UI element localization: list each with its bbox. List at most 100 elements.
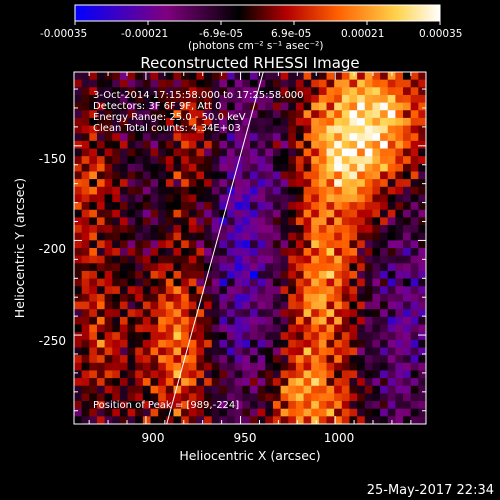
heatmap-pixel [403,94,412,104]
heatmap-pixel [150,339,159,348]
heatmap-pixel [135,72,144,81]
heatmap-pixel [74,401,83,410]
heatmap-pixel [280,225,289,234]
heatmap-pixel [387,148,396,157]
heatmap-pixel [349,416,358,424]
heatmap-pixel [303,140,312,149]
heatmap-pixel [158,117,167,126]
heatmap-pixel [403,316,412,325]
heatmap-pixel [303,309,312,318]
heatmap-pixel [280,278,289,287]
heatmap-pixel [142,248,151,257]
heatmap-pixel [318,370,327,379]
heatmap-pixel [265,117,274,126]
heatmap-pixel [211,270,220,280]
heatmap-pixel [165,393,174,402]
heatmap-pixel [165,263,174,272]
heatmap-pixel [380,309,389,318]
heatmap-pixel [349,255,358,264]
heatmap-pixel [173,94,182,104]
heatmap-pixel [280,293,289,302]
heatmap-pixel [211,286,220,295]
heatmap-pixel [211,186,220,195]
heatmap-pixel [318,225,327,234]
heatmap-pixel [188,278,197,287]
heatmap-pixel [119,87,128,96]
heatmap-pixel [74,179,83,188]
heatmap-pixel [196,232,205,241]
heatmap-pixel [311,347,320,356]
heatmap-pixel [181,370,190,379]
heatmap-pixel [89,163,98,172]
heatmap-pixel [410,255,419,264]
heatmap-pixel [311,87,320,96]
heatmap-pixel [204,217,213,226]
heatmap-pixel [119,156,128,165]
heatmap-pixel [326,370,335,379]
heatmap-pixel [219,194,228,203]
heatmap-pixel [227,362,236,371]
heatmap-pixel [211,133,220,142]
heatmap-pixel [357,301,366,310]
heatmap-pixel [96,209,106,218]
heatmap-pixel [188,309,197,318]
axis-tick-marks [74,72,426,424]
heatmap-pixel [272,194,282,203]
heatmap-pixel [204,278,213,287]
heatmap-pixel [387,355,396,364]
heatmap-pixel [181,309,190,318]
heatmap-pixel [234,87,243,96]
heatmap-pixel [173,370,182,379]
heatmap-pixel [250,416,259,424]
heatmap-pixel [219,225,228,234]
heatmap-pixel [265,232,274,241]
heatmap-pixel [219,148,228,157]
heatmap-pixel [135,87,144,96]
heatmap-pixel [265,286,274,295]
heatmap-pixel [234,370,243,379]
heatmap-pixel [204,393,213,402]
heatmap-pixel [150,248,159,257]
heatmap-pixel [127,94,136,104]
heatmap-pixel [112,270,121,280]
heatmap-pixel [380,110,389,119]
heatmap-pixel [334,202,343,211]
heatmap-pixel [257,209,266,218]
heatmap-pixel [227,133,236,142]
heatmap-pixel [74,309,83,318]
heatmap-pixel [334,324,343,333]
heatmap-pixel [196,278,205,287]
heatmap-pixel [272,378,282,387]
heatmap-pixel [181,362,190,371]
heatmap-pixel [74,255,83,264]
heatmap-pixel [257,248,266,257]
heatmap-pixel [334,156,343,165]
heatmap-pixel [326,286,335,295]
heatmap-pixel [311,209,320,218]
heatmap-pixel [135,194,144,203]
heatmap-pixel [311,179,320,188]
heatmap-pixel [112,125,121,134]
heatmap-pixel [112,293,121,302]
heatmap-pixel [96,401,106,410]
heatmap-pixel [403,186,412,195]
heatmap-pixel [265,217,274,226]
heatmap-pixel [280,362,289,371]
heatmap-pixel [196,217,205,226]
heatmap-pixel [380,194,389,203]
heatmap-pixel [142,378,151,387]
heatmap-pixel [196,309,205,318]
heatmap-pixel [380,324,389,333]
heatmap-pixel [410,324,419,333]
heatmap-pixel [74,416,83,424]
heatmap-pixel [219,232,228,241]
heatmap-pixel [188,401,197,410]
colorbar-tick-marks [74,21,441,25]
heatmap-pixel [265,171,274,180]
heatmap-pixel [181,263,190,272]
heatmap-pixel [158,148,167,157]
heatmap-pixel [364,248,373,257]
heatmap-pixel [165,332,174,341]
heatmap-pixel [142,117,151,126]
heatmap-pixel [219,248,228,257]
